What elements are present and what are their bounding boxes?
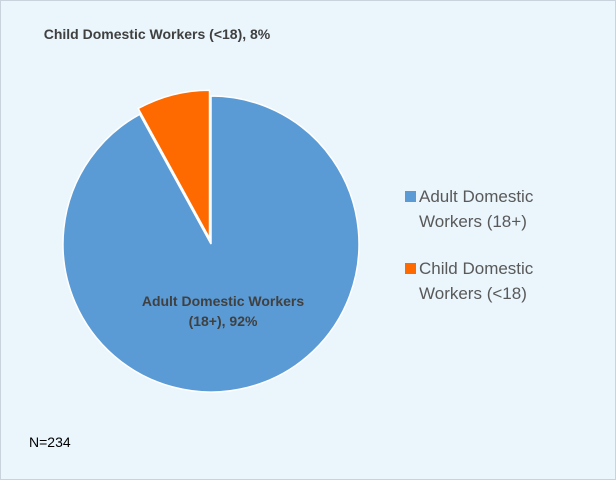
- pie-slice: [62, 95, 360, 393]
- data-label: Adult Domestic Workers (18+), 92%: [141, 293, 305, 329]
- annotation: N=234: [29, 434, 71, 450]
- data-label: Child Domestic Workers (<18), 8%: [43, 26, 271, 42]
- legend-entry: Child Domestic Workers (<18): [405, 256, 584, 306]
- pie-slice: [137, 89, 211, 239]
- legend-swatch: [405, 263, 416, 274]
- legend-entry: Adult Domestic Workers (18+): [405, 184, 584, 234]
- legend-swatch: [405, 191, 416, 202]
